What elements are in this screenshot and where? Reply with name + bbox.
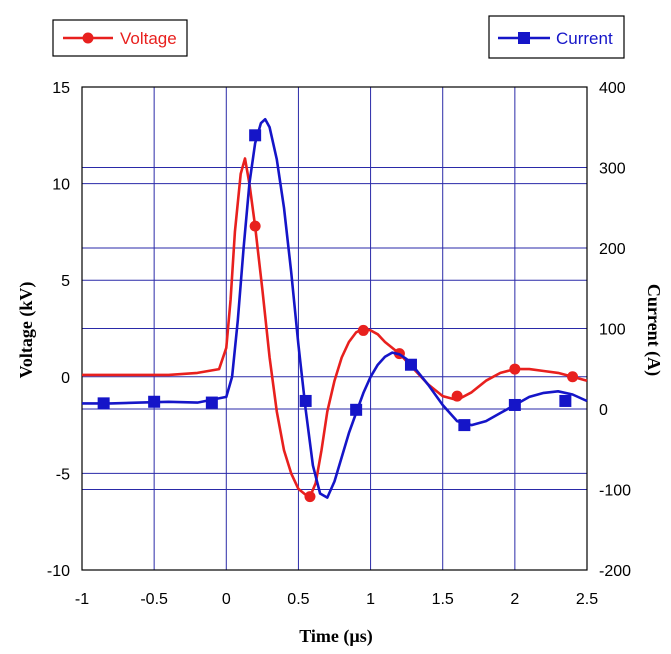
y-tick-label-left: 10 <box>52 177 70 194</box>
current-marker <box>458 419 471 432</box>
y-axis-title-right: Current (A) <box>643 284 664 376</box>
x-axis-title: Time (µs) <box>299 626 373 647</box>
x-tick-label: 0.5 <box>287 591 309 608</box>
voltage-marker <box>304 491 316 503</box>
y-tick-label-right: 0 <box>599 402 608 419</box>
legend-voltage: Voltage <box>52 19 188 57</box>
y-tick-label-left: -5 <box>56 466 70 483</box>
x-tick-label: 1.5 <box>432 591 454 608</box>
y-tick-label-right: -100 <box>599 483 631 500</box>
voltage-marker <box>357 324 369 336</box>
current-marker <box>559 394 572 407</box>
plot-area-border <box>81 86 588 571</box>
x-tick-label: -0.5 <box>140 591 168 608</box>
y-tick-label-right: 200 <box>599 241 626 258</box>
voltage-marker <box>567 371 579 383</box>
x-tick-label: 2.5 <box>576 591 598 608</box>
y-tick-label-left: 5 <box>61 273 70 290</box>
y-axis-title-left: Voltage (kV) <box>16 282 37 379</box>
grid <box>82 87 587 570</box>
y-tick-label-left: 15 <box>52 80 70 97</box>
legend-current: Current <box>488 15 625 59</box>
legend-voltage-box <box>52 19 188 57</box>
y-tick-label-left: 0 <box>61 370 70 387</box>
legend-voltage-marker <box>82 32 94 44</box>
y-tick-label-right: -200 <box>599 563 631 580</box>
x-tick-label: 2 <box>510 591 519 608</box>
current-marker <box>97 397 110 410</box>
legend-current-label: Current <box>556 29 613 48</box>
tick-labels: -1 -0.5 0 0.5 1 1.5 2 2.5 -10 -5 0 5 10 15 -200 -100 0 10… <box>47 80 631 608</box>
series-layer <box>82 117 588 503</box>
current-marker <box>249 129 262 142</box>
current-marker <box>508 398 521 411</box>
current-series-line <box>82 117 588 499</box>
y-tick-label-right: 100 <box>599 322 626 339</box>
x-tick-label: -1 <box>75 591 89 608</box>
x-tick-label: 1 <box>366 591 375 608</box>
voltage-marker <box>509 363 521 375</box>
legend-current-marker <box>518 32 530 44</box>
voltage-marker <box>249 220 261 232</box>
y-tick-label-left: -10 <box>47 563 70 580</box>
voltage-series-line <box>82 157 588 498</box>
y-tick-label-right: 400 <box>599 80 626 97</box>
current-marker <box>404 358 417 371</box>
legend-voltage-label: Voltage <box>120 29 177 48</box>
current-marker <box>205 396 218 409</box>
y-tick-label-right: 300 <box>599 161 626 178</box>
current-marker <box>350 403 363 416</box>
x-tick-label: 0 <box>222 591 231 608</box>
current-marker <box>148 395 161 408</box>
current-marker <box>299 394 312 407</box>
voltage-marker <box>451 390 463 402</box>
